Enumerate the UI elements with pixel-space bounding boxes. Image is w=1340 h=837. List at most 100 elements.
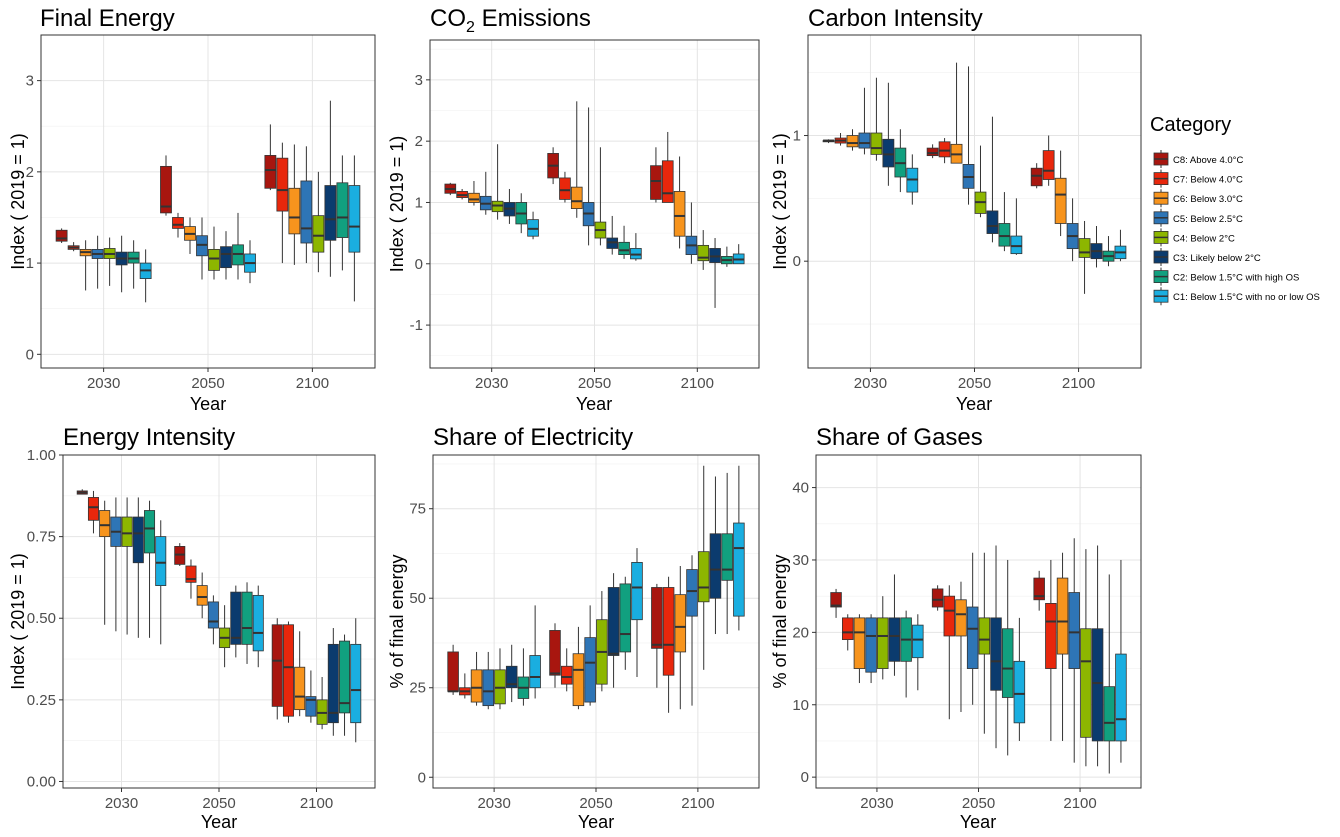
box-5 bbox=[1080, 628, 1092, 738]
legend-label: C6: Below 3.0°C bbox=[1173, 194, 1243, 205]
box-7 bbox=[998, 223, 1011, 247]
box-7 bbox=[1103, 686, 1116, 742]
panel-1: 0 1 2 3 2030 2050 2100 Year Index ( 2019 = 1) Fin… bbox=[8, 5, 376, 414]
box-5 bbox=[1078, 238, 1091, 258]
legend-label: C2: Below 1.5°C with high OS bbox=[1173, 273, 1299, 284]
box-3 bbox=[570, 186, 583, 209]
box-6 bbox=[990, 617, 1002, 691]
box-6 bbox=[132, 516, 144, 564]
box-4 bbox=[865, 617, 877, 673]
y-tick-label: 1.00 bbox=[27, 447, 56, 464]
box-5 bbox=[697, 551, 710, 603]
panel-title: Share of Electricity bbox=[433, 424, 633, 451]
box-1 bbox=[447, 651, 459, 692]
panel-title-main: Final Energy bbox=[40, 5, 175, 32]
x-tick-label: 2100 bbox=[681, 375, 714, 392]
box-7 bbox=[721, 533, 733, 581]
y-tick-label: 2 bbox=[26, 164, 34, 181]
x-axis-label: Year bbox=[201, 812, 237, 832]
x-tick-label: 2050 bbox=[191, 375, 224, 392]
legend-title: Category bbox=[1150, 114, 1231, 136]
y-tick-label: 40 bbox=[792, 480, 809, 497]
x-axis-label: Year bbox=[576, 394, 612, 414]
box-2 bbox=[938, 141, 951, 158]
box-3 bbox=[288, 187, 301, 235]
box-1 bbox=[55, 229, 68, 242]
box-1 bbox=[651, 587, 663, 649]
x-tick-label: 2100 bbox=[300, 795, 333, 812]
box-5 bbox=[877, 617, 889, 669]
box-4 bbox=[207, 601, 219, 629]
y-tick-label: 0 bbox=[793, 253, 801, 270]
box-2 bbox=[87, 497, 99, 521]
box-3 bbox=[1054, 177, 1067, 224]
box-2 bbox=[1045, 603, 1057, 669]
box-2 bbox=[943, 595, 956, 637]
x-axis-label: Year bbox=[956, 394, 992, 414]
box-1 bbox=[264, 155, 277, 189]
box-1 bbox=[160, 165, 172, 214]
box-8 bbox=[1010, 235, 1023, 255]
box-4 bbox=[686, 569, 698, 617]
legend-label: C8: Above 4.0°C bbox=[1173, 155, 1243, 166]
box-5 bbox=[312, 215, 325, 253]
legend-key bbox=[1153, 150, 1169, 168]
box-8 bbox=[733, 522, 745, 617]
box-5 bbox=[697, 244, 710, 262]
y-axis-label: Index ( 2019 = 1) bbox=[770, 133, 790, 270]
box-8 bbox=[348, 185, 361, 253]
x-tick-label: 2100 bbox=[296, 375, 329, 392]
box-3 bbox=[470, 669, 483, 703]
box-8 bbox=[252, 594, 264, 652]
box-5 bbox=[121, 516, 133, 547]
y-tick-label: 50 bbox=[409, 590, 426, 607]
y-axis-label: Index ( 2019 = 1) bbox=[8, 553, 28, 690]
panel-title-rest: Emissions bbox=[475, 5, 591, 32]
legend-label: C4: Below 2°C bbox=[1173, 233, 1235, 244]
y-tick-label: 20 bbox=[792, 624, 809, 641]
x-tick-label: 2050 bbox=[202, 795, 235, 812]
x-axis-label: Year bbox=[578, 812, 614, 832]
legend-key bbox=[1153, 248, 1169, 266]
box-6 bbox=[607, 587, 620, 656]
y-tick-label: 3 bbox=[26, 73, 34, 90]
box-6 bbox=[324, 185, 337, 241]
legend-key bbox=[1153, 267, 1169, 286]
box-1 bbox=[926, 147, 939, 157]
box-3 bbox=[853, 617, 866, 669]
box-8 bbox=[631, 562, 643, 621]
box-8 bbox=[1013, 660, 1026, 724]
y-axis-label: % of final energy bbox=[770, 554, 790, 688]
box-4 bbox=[858, 132, 871, 149]
x-axis-label: Year bbox=[190, 394, 226, 414]
legend: Category C8: Above 4.0°C C7: Below 4.0°C C6… bbox=[1150, 114, 1320, 306]
x-tick-label: 2030 bbox=[87, 375, 120, 392]
box-3 bbox=[294, 666, 306, 711]
box-7 bbox=[1001, 628, 1014, 698]
box-3 bbox=[955, 599, 967, 637]
box-3 bbox=[196, 585, 208, 606]
box-6 bbox=[230, 591, 242, 645]
y-tick-label: 2 bbox=[415, 133, 423, 150]
y-tick-label: 25 bbox=[409, 680, 426, 697]
y-tick-label: 1 bbox=[26, 255, 34, 272]
box-6 bbox=[220, 246, 232, 269]
box-8 bbox=[1115, 653, 1127, 742]
box-7 bbox=[619, 583, 632, 653]
x-tick-label: 2050 bbox=[958, 375, 991, 392]
box-7 bbox=[336, 182, 349, 238]
box-3 bbox=[674, 594, 687, 653]
box-4 bbox=[482, 669, 495, 707]
box-3 bbox=[1056, 577, 1069, 655]
box-6 bbox=[888, 617, 901, 662]
panel-title-main: Energy Intensity bbox=[63, 424, 235, 451]
y-tick-label: 10 bbox=[792, 697, 809, 714]
panel-title: Final Energy bbox=[40, 5, 175, 32]
legend-label: C7: Below 4.0°C bbox=[1173, 175, 1243, 186]
y-axis-label: Index ( 2019 = 1) bbox=[387, 136, 407, 273]
legend-key bbox=[1153, 287, 1169, 306]
box-7 bbox=[618, 241, 630, 255]
y-tick-label: 0 bbox=[415, 256, 423, 273]
